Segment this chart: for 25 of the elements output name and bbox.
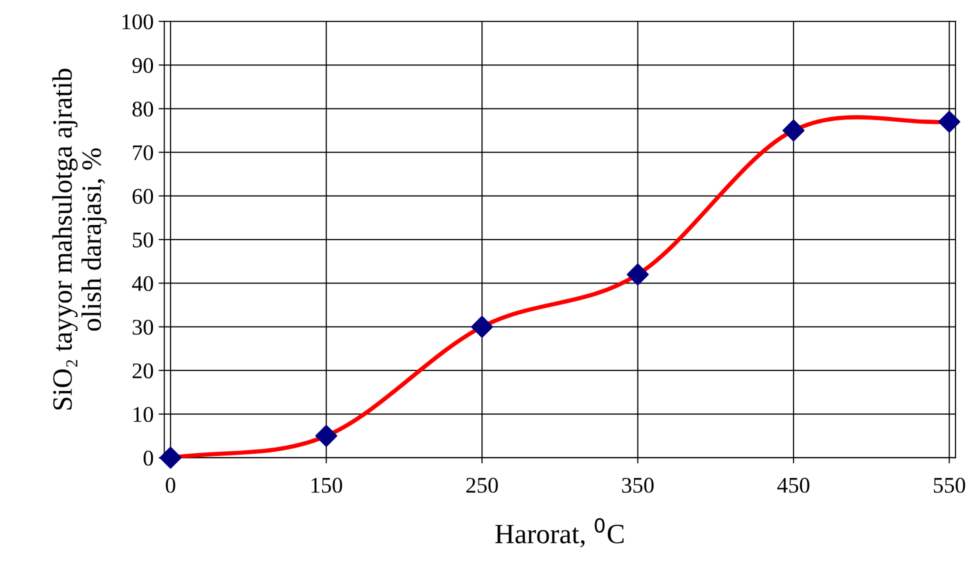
point (315, 424, 338, 447)
y-tick-label: 50 (132, 232, 154, 248)
x-tick-label: 550 (934, 478, 966, 493)
point (471, 316, 494, 338)
y-tick-label: 90 (132, 58, 154, 73)
y-tick-label: 70 (133, 145, 154, 160)
x-tick-label: 150 (312, 478, 342, 493)
point (938, 110, 960, 133)
y-axis-title: SiO₂ tayyor mahsulotga ajratib olish darajasi, % (52, 68, 107, 410)
x-axis-title: Harorat, $^{0}$C (495, 518, 624, 548)
point (160, 446, 182, 469)
y-tick-label: 10 (134, 407, 154, 422)
y-tick-label: 0 (144, 450, 154, 466)
y-tick-label: 20 (132, 363, 154, 378)
y-tick-label: 40 (132, 276, 154, 292)
x-tick-label: 250 (466, 478, 498, 493)
y-tick-label: 60 (132, 188, 154, 204)
y-tick-label: 100 (122, 14, 154, 30)
x-tick-label: 450 (777, 478, 810, 493)
y-tick-label: 30 (132, 320, 154, 335)
point (626, 263, 649, 286)
point (782, 119, 805, 142)
x-tick-label: 0 (166, 478, 176, 493)
y-tick-label: 80 (132, 102, 154, 117)
x-tick-label: 350 (622, 478, 654, 493)
